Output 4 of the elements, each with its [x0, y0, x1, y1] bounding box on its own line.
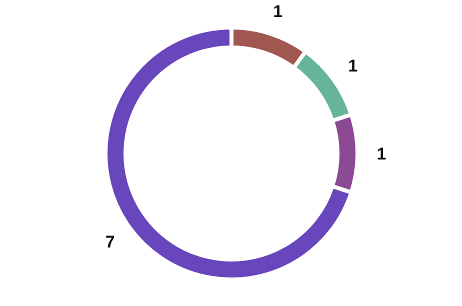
data-label: 1 [273, 2, 283, 21]
data-label: 1 [348, 56, 358, 76]
data-label: 1 [376, 144, 386, 164]
data-label: 7 [105, 232, 115, 252]
